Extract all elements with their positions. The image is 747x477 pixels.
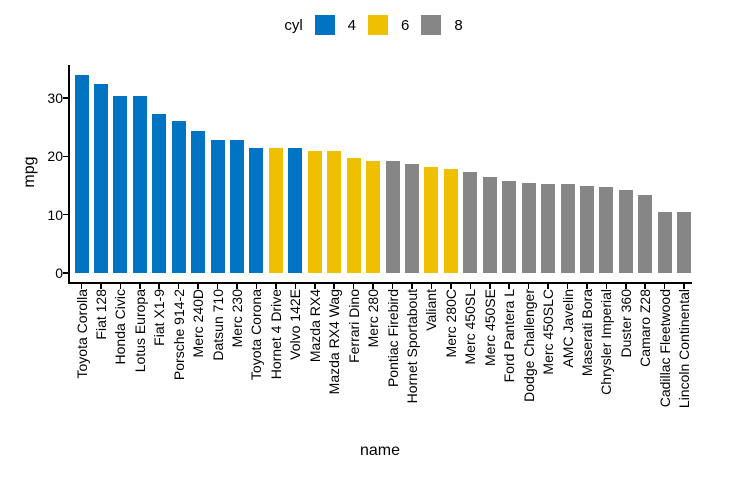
legend-item-4: 4 — [314, 15, 356, 35]
x-tick-mark — [255, 283, 258, 289]
legend: cyl 4 6 8 — [0, 15, 747, 35]
bar — [171, 121, 186, 273]
x-tick-mark — [469, 283, 472, 289]
bar — [579, 185, 594, 273]
legend-label: 8 — [454, 16, 463, 34]
bar — [132, 95, 147, 273]
x-tick-mark — [663, 283, 666, 289]
legend-label: 6 — [401, 16, 410, 34]
y-tick-label: 30 — [47, 90, 63, 106]
bar — [307, 150, 322, 273]
y-tick-label: 0 — [55, 265, 63, 281]
bar — [346, 158, 361, 273]
y-tick-label: 10 — [47, 206, 63, 223]
bar — [191, 130, 206, 273]
x-tick-mark — [352, 283, 355, 289]
legend-swatch-icon — [421, 15, 442, 35]
x-tick-mark — [411, 283, 413, 289]
y-tick-mark — [63, 272, 68, 274]
x-tick-mark — [177, 283, 180, 289]
bar — [482, 177, 497, 273]
bar — [93, 84, 108, 273]
x-tick-mark — [275, 283, 277, 289]
x-tick-mark — [547, 283, 549, 289]
bar — [502, 180, 517, 273]
x-tick-mark — [488, 283, 491, 289]
bar — [268, 148, 283, 273]
x-axis-labels: Toyota Corolla Fiat 128 Honda Civic Lotus E… — [0, 289, 747, 441]
bar — [249, 147, 264, 273]
x-tick-mark — [236, 283, 238, 289]
legend-item-8: 8 — [421, 15, 463, 35]
x-tick-mark — [566, 283, 569, 289]
bar — [463, 172, 478, 273]
x-axis-line — [68, 282, 692, 284]
x-tick-mark — [139, 283, 141, 289]
x-tick-mark — [158, 283, 161, 289]
bar — [366, 161, 381, 273]
x-tick-mark — [527, 283, 530, 289]
x-tick-mark — [372, 283, 374, 289]
bar — [443, 169, 458, 273]
y-axis-line — [68, 65, 70, 283]
bars-area — [74, 75, 692, 273]
bar — [74, 75, 89, 273]
legend-swatch-icon — [368, 15, 388, 35]
bar — [113, 95, 128, 273]
x-tick-mark — [430, 283, 433, 289]
x-tick-mark — [313, 283, 316, 289]
legend-item-6: 6 — [368, 15, 409, 35]
y-tick-label: 20 — [47, 148, 63, 165]
bar — [618, 189, 633, 273]
x-tick-mark — [216, 283, 219, 289]
legend-label: 4 — [347, 16, 356, 34]
bar — [385, 161, 400, 273]
bar — [327, 150, 342, 273]
x-tick-mark — [119, 283, 122, 289]
y-tick-mark — [63, 97, 68, 99]
x-tick-mark — [605, 283, 608, 289]
y-tick-mark — [63, 155, 68, 158]
x-tick-mark — [644, 283, 647, 289]
bar — [657, 212, 672, 273]
x-tick-mark — [294, 283, 297, 289]
bar — [677, 212, 692, 273]
bar — [638, 195, 653, 273]
bar — [210, 140, 225, 273]
x-tick-mark — [625, 283, 627, 289]
x-tick-mark — [450, 283, 452, 289]
bar — [230, 140, 245, 273]
bar — [424, 167, 439, 273]
bar — [288, 148, 303, 273]
bar — [541, 184, 556, 273]
bar — [404, 163, 419, 273]
x-tick-mark — [333, 283, 335, 289]
x-tick-mark — [197, 283, 199, 289]
legend-title: cyl — [284, 16, 303, 34]
bar — [599, 187, 614, 273]
bar — [152, 113, 167, 273]
y-tick-mark — [63, 213, 68, 216]
x-tick-mark — [391, 283, 394, 289]
x-tick-mark — [80, 283, 83, 289]
bar — [521, 182, 536, 273]
legend-swatch-icon — [314, 15, 335, 35]
x-tick-mark — [586, 283, 588, 289]
x-tick-mark — [100, 283, 102, 289]
x-tick-mark — [508, 283, 510, 289]
x-tick-mark — [683, 283, 685, 289]
bar — [560, 184, 575, 273]
x-axis-title: name — [359, 442, 401, 459]
